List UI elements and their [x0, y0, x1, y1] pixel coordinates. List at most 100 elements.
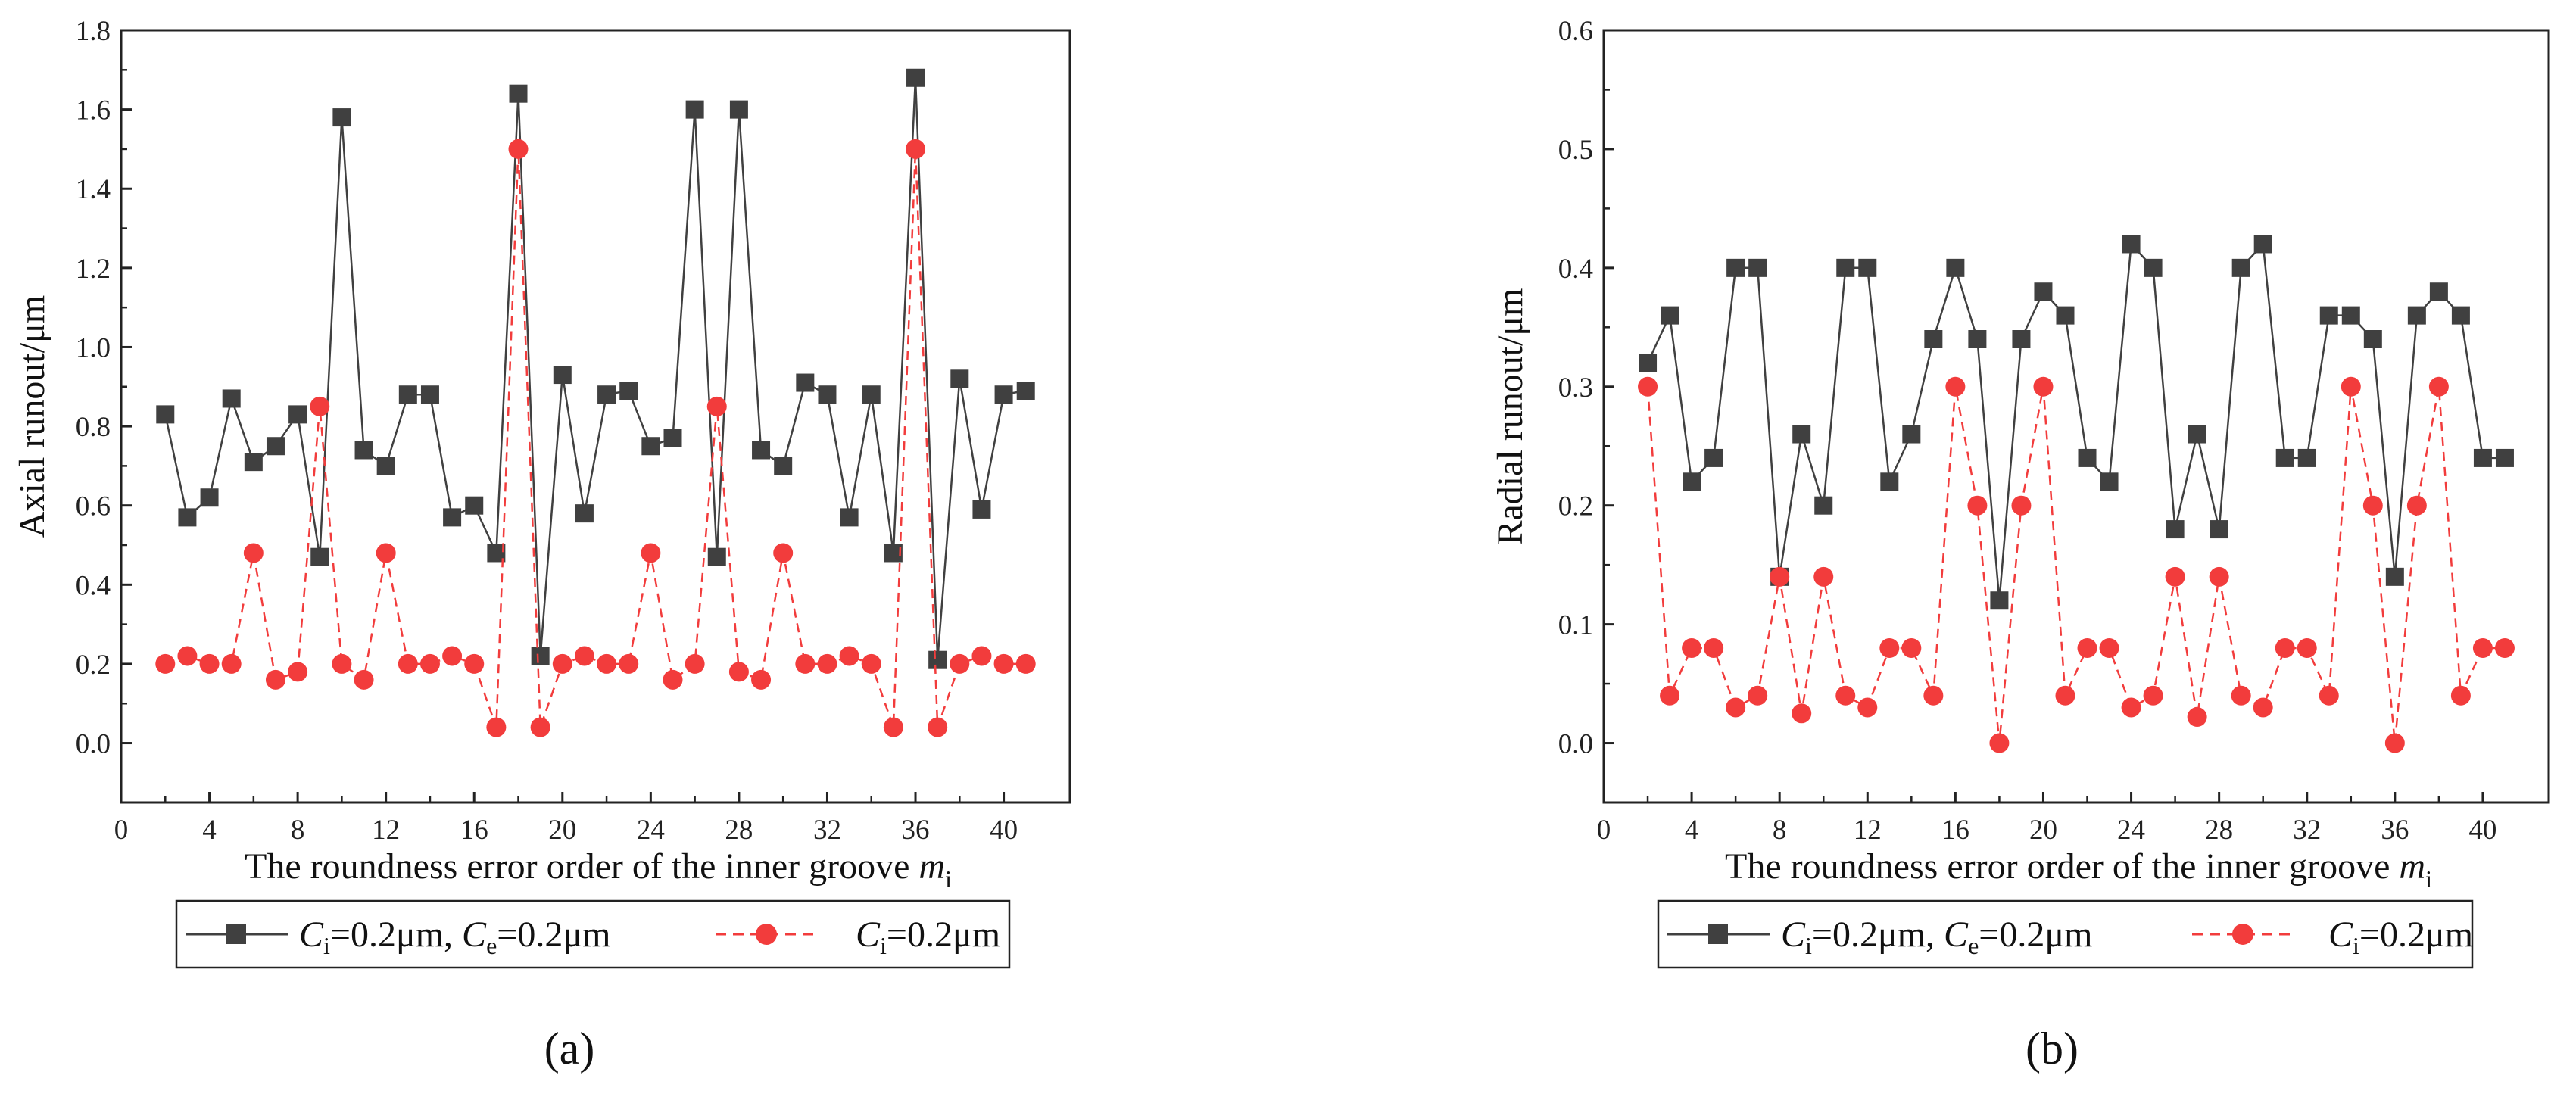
legend-box	[1657, 899, 2474, 969]
data-point-circle	[2187, 707, 2207, 728]
data-point-square	[2451, 306, 2470, 325]
y-tick-label: 0.2	[76, 650, 111, 681]
data-point-square	[2188, 425, 2206, 444]
y-axis-title: Axial runout/μm	[12, 295, 52, 538]
data-point-square	[1704, 448, 1723, 467]
data-point-circle	[2362, 495, 2383, 516]
x-tick-label: 4	[1685, 815, 1699, 846]
data-point-square	[619, 382, 638, 400]
data-point-square	[663, 429, 682, 447]
data-point-circle	[552, 653, 572, 674]
data-point-square	[531, 647, 550, 665]
y-tick-label: 1.6	[76, 95, 111, 126]
data-point-square	[266, 437, 285, 456]
data-point-circle	[663, 669, 683, 690]
chart-panel-a: 0 4 8 12 16 20 24 28 32 36 40 0.0 0.2 0.4 0.6 0.8 1.0 1.…	[12, 16, 1071, 1074]
data-point-circle	[728, 662, 749, 682]
data-point-square	[818, 385, 837, 404]
data-point-square	[2034, 282, 2053, 301]
data-point-square	[2385, 567, 2404, 586]
data-point-square	[1880, 472, 1899, 491]
data-point-circle	[883, 717, 903, 737]
data-point-circle	[2428, 376, 2449, 397]
x-tick-label: 40	[2468, 815, 2496, 846]
data-point-circle	[1748, 685, 1768, 706]
legend-label-s1: Ci=0.2μm, Ce=0.2μm	[299, 915, 610, 959]
y-tick-label: 0.0	[76, 729, 111, 760]
data-point-circle	[751, 669, 772, 690]
data-point-circle	[1879, 638, 1900, 658]
x-tick-label: 0	[1597, 815, 1611, 846]
data-point-circle	[2297, 638, 2317, 658]
data-point-circle	[419, 653, 440, 674]
data-point-square	[1990, 591, 2009, 610]
data-point-circle	[1835, 685, 1856, 706]
data-point-circle	[2406, 495, 2427, 516]
data-point-circle	[2055, 685, 2075, 706]
x-axis-title: The roundness error order of the inner g…	[245, 846, 952, 893]
y-tick-labels: 0.0 0.2 0.4 0.6 0.8 1.0 1.2 1.4 1.6 1.8	[76, 16, 111, 760]
data-point-circle	[861, 653, 881, 674]
series-line-1	[1646, 242, 2505, 601]
data-point-circle	[398, 653, 418, 674]
data-point-square	[729, 100, 748, 119]
data-point-circle	[508, 139, 529, 159]
data-point-square	[774, 457, 793, 475]
data-point-circle	[2275, 638, 2295, 658]
series-line-1	[164, 77, 1026, 660]
data-point-square	[1858, 258, 1877, 277]
data-point-square	[840, 508, 859, 527]
x-tick-label: 12	[372, 815, 400, 846]
data-point-circle	[1726, 697, 1746, 718]
data-point-square	[972, 500, 991, 519]
legend-label-s2: Ci=0.2μm	[856, 915, 1000, 959]
y-tick-label: 0.3	[1558, 372, 1593, 404]
data-point-circle	[1682, 638, 1702, 658]
data-point-square	[950, 369, 969, 388]
data-point-circle	[817, 653, 837, 674]
data-point-circle	[1704, 638, 1724, 658]
chart-panel-b: 0 4 8 12 16 20 24 28 32 36 40 0.00.10.20.30.40.50.…	[1490, 16, 2550, 1074]
y-tick-label: 0.4	[76, 570, 111, 601]
data-point-square	[1661, 306, 1679, 325]
data-point-square	[288, 405, 307, 424]
data-point-circle	[464, 653, 485, 674]
data-point-square	[994, 385, 1013, 404]
x-tick-label: 28	[725, 815, 753, 846]
x-tick-labels: 0 4 8 12 16 20 24 28 32 36 40	[1597, 815, 2497, 846]
data-point-circle	[773, 543, 794, 563]
data-point-circle	[641, 543, 661, 563]
x-tick-label: 40	[990, 815, 1018, 846]
data-point-square	[2144, 258, 2163, 277]
data-point-square	[222, 389, 241, 408]
x-tick-label: 36	[902, 815, 930, 846]
data-point-square	[1016, 382, 1035, 400]
data-point-square	[2056, 306, 2075, 325]
data-point-square	[2275, 448, 2294, 467]
x-tick-label: 16	[460, 815, 488, 846]
data-point-square	[156, 405, 175, 424]
data-point-square	[707, 547, 726, 566]
y-axis-title: Radial runout/μm	[1490, 288, 1530, 544]
data-point-circle	[1792, 703, 1812, 724]
data-point-circle	[2121, 697, 2141, 718]
data-point-circle	[574, 646, 594, 666]
data-point-square	[1683, 472, 1701, 491]
data-point-circle	[1638, 376, 1658, 397]
data-point-square	[1639, 354, 1658, 372]
plot-frame	[1602, 29, 2550, 804]
data-point-square	[465, 496, 484, 515]
data-point-circle	[1857, 697, 1878, 718]
data-point-square	[178, 508, 197, 527]
data-point-circle	[1660, 685, 1680, 706]
data-point-square	[597, 385, 616, 404]
data-point-square	[1814, 496, 1833, 515]
data-point-circle	[1923, 685, 1944, 706]
legend-label-s1: Ci=0.2μm, Ce=0.2μm	[1781, 915, 2092, 959]
y-tick-label: 0.8	[76, 412, 111, 443]
data-point-square	[310, 547, 329, 566]
data-point-square	[376, 457, 395, 475]
data-point-square	[2407, 306, 2426, 325]
legend-box	[175, 899, 1011, 969]
data-point-circle	[2143, 685, 2163, 706]
